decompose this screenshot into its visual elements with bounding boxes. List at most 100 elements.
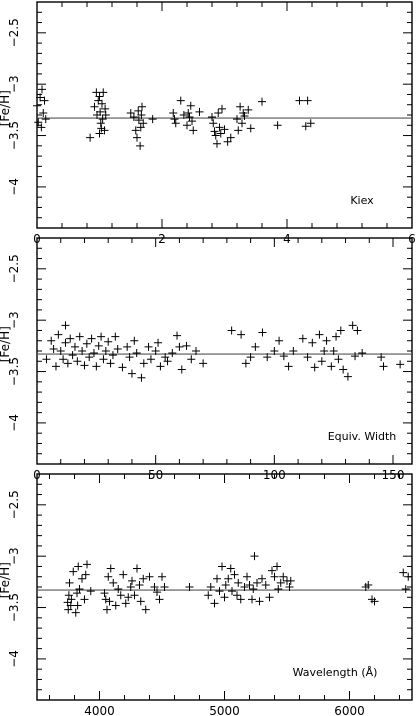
data-point [213,139,221,148]
data-point [163,357,172,366]
data-point [75,585,84,594]
data-point [192,347,201,355]
panel-annotation: Equiv. Width [328,430,397,443]
data-point [236,595,245,604]
data-point [211,131,220,140]
data-point [96,119,105,128]
data-point [241,359,250,368]
data-point [348,321,357,330]
data-point [188,117,196,126]
data-point [298,334,307,343]
data-point [114,585,123,594]
data-point [99,88,108,97]
data-point [379,362,388,371]
data-point [255,597,264,606]
data-point [215,123,224,132]
data-point [66,601,75,610]
data-point [66,334,75,343]
data-point [41,115,50,124]
data-point [61,321,70,330]
data-point [258,328,267,337]
data-point [208,113,216,122]
data-point [246,353,255,362]
data-point [160,583,169,591]
data-point [96,107,105,116]
data-point [141,605,150,614]
data-point [87,334,96,343]
data-point [186,101,195,110]
data-point [98,115,107,124]
data-point [270,572,279,581]
data-point [276,578,285,587]
x-tick-label: 4 [283,232,291,246]
data-point [215,587,224,596]
data-point [42,355,51,364]
data-point [106,359,115,368]
data-point [273,562,281,571]
data-point [351,352,360,361]
data-point [134,106,143,115]
panel-annotation: Kiex [350,194,374,207]
data-point [136,123,145,132]
data-point [133,133,141,142]
data-point [116,591,125,600]
data-point [111,601,120,610]
data-point [36,93,45,102]
data-point [343,372,352,381]
data-point [210,599,219,608]
data-point [303,353,312,362]
data-point [339,365,348,374]
x-tick-label: 4000 [84,704,115,716]
data-point [40,96,49,105]
data-point [74,562,83,571]
data-point [306,119,315,128]
data-point [118,363,127,372]
chart-panel-3: 4000 5000 6000 −2.5 −3 −3.5 −4 [Fe/H] Wavelength… [0,473,413,716]
data-point [233,591,241,600]
x-tick-label: 6000 [334,704,365,716]
data-point [156,362,165,371]
data-point [103,605,111,614]
data-point [125,353,134,362]
data-point [75,332,84,341]
data-point [85,353,94,362]
y-tick-label: −4 [7,178,21,196]
data-point [258,97,266,106]
data-point [137,111,146,119]
data-point [98,99,106,108]
data-point [38,85,46,94]
y-axis-label: [Fe/H] [0,90,12,126]
data-point [146,355,155,364]
data-point [221,580,230,589]
data-point [81,570,90,579]
x-tick-label: 2 [158,232,166,246]
data-point [218,562,226,571]
data-point [129,113,138,122]
data-point [245,580,254,589]
data-point [184,108,193,117]
data-point [150,583,159,591]
data-point [104,337,113,346]
data-point [275,336,284,345]
data-point [54,330,63,339]
data-point [108,351,117,360]
data-point [396,360,405,369]
data-point [220,593,229,602]
y-tick-label: −3 [7,311,21,329]
y-tick-label: −2.5 [7,18,21,47]
data-point [182,341,191,350]
y-axis-label: [Fe/H] [0,326,12,362]
data-point [218,104,226,113]
y-tick-label: −4 [7,650,21,668]
data-point [94,341,103,350]
data-point [37,123,46,132]
data-point [258,574,266,583]
data-point [227,326,236,335]
data-point [59,355,68,364]
data-point [155,595,164,604]
data-point [113,344,122,353]
data-point [83,560,91,569]
data-point [111,332,120,341]
data-point [322,336,331,345]
data-point [317,357,326,366]
